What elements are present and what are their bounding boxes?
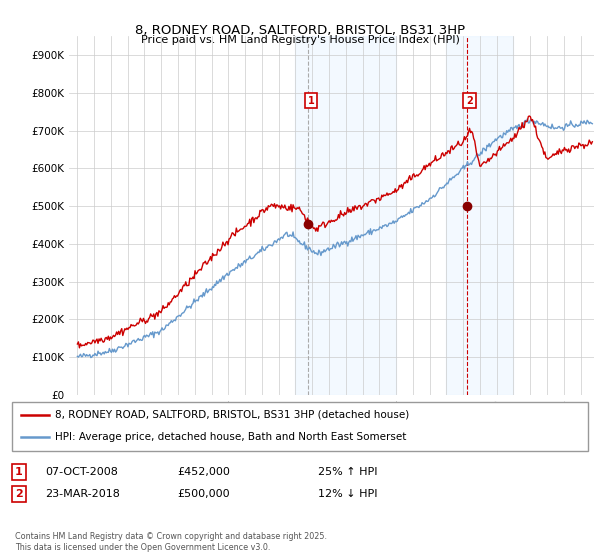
Text: 23-MAR-2018: 23-MAR-2018 (45, 489, 120, 499)
FancyBboxPatch shape (12, 402, 588, 451)
Text: 1: 1 (15, 467, 23, 477)
Text: 8, RODNEY ROAD, SALTFORD, BRISTOL, BS31 3HP (detached house): 8, RODNEY ROAD, SALTFORD, BRISTOL, BS31 … (55, 410, 409, 420)
Text: 25% ↑ HPI: 25% ↑ HPI (318, 467, 377, 477)
Text: £500,000: £500,000 (177, 489, 230, 499)
Text: 1: 1 (307, 96, 314, 105)
Bar (446, 36, 514, 395)
Bar (295, 36, 396, 395)
Text: 2: 2 (466, 96, 473, 105)
Text: 12% ↓ HPI: 12% ↓ HPI (318, 489, 377, 499)
Text: Contains HM Land Registry data © Crown copyright and database right 2025.
This d: Contains HM Land Registry data © Crown c… (15, 532, 327, 552)
Text: £452,000: £452,000 (177, 467, 230, 477)
Text: 8, RODNEY ROAD, SALTFORD, BRISTOL, BS31 3HP: 8, RODNEY ROAD, SALTFORD, BRISTOL, BS31 … (135, 24, 465, 36)
Text: Price paid vs. HM Land Registry's House Price Index (HPI): Price paid vs. HM Land Registry's House … (140, 35, 460, 45)
Text: 2: 2 (15, 489, 23, 499)
Text: HPI: Average price, detached house, Bath and North East Somerset: HPI: Average price, detached house, Bath… (55, 432, 407, 442)
Text: 07-OCT-2008: 07-OCT-2008 (45, 467, 118, 477)
